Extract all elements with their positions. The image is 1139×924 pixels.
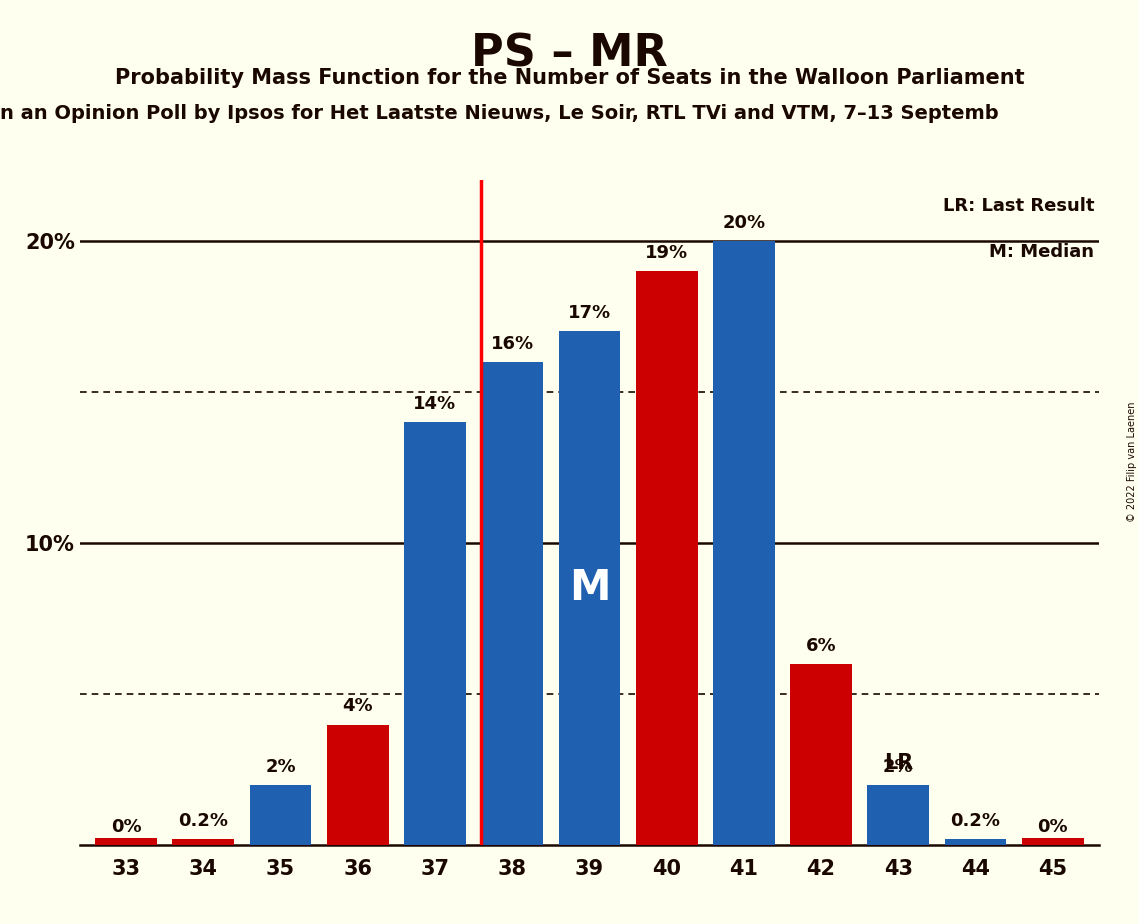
Bar (558, 332, 621, 845)
Bar (868, 785, 929, 845)
Text: 17%: 17% (568, 304, 611, 322)
Text: 0.2%: 0.2% (179, 812, 228, 831)
Text: M: M (568, 567, 611, 610)
Text: 2%: 2% (265, 758, 296, 776)
Text: 0%: 0% (1038, 819, 1068, 836)
Text: 14%: 14% (413, 395, 457, 413)
Text: © 2022 Filip van Laenen: © 2022 Filip van Laenen (1126, 402, 1137, 522)
Text: 6%: 6% (805, 637, 836, 655)
Text: M: Median: M: Median (989, 243, 1095, 261)
Text: 4%: 4% (343, 698, 374, 715)
Bar (1022, 838, 1083, 845)
Text: 19%: 19% (645, 244, 688, 261)
Bar (713, 240, 775, 845)
Bar (249, 785, 311, 845)
Bar (790, 664, 852, 845)
Bar (636, 271, 697, 845)
Text: 0.2%: 0.2% (951, 812, 1000, 831)
Text: 0%: 0% (110, 819, 141, 836)
Text: n an Opinion Poll by Ipsos for Het Laatste Nieuws, Le Soir, RTL TVi and VTM, 7–1: n an Opinion Poll by Ipsos for Het Laats… (0, 104, 999, 124)
Bar (404, 422, 466, 845)
Text: 16%: 16% (491, 334, 534, 353)
Bar (482, 361, 543, 845)
Text: LR: Last Result: LR: Last Result (943, 197, 1095, 214)
Bar (327, 724, 388, 845)
Text: 20%: 20% (722, 213, 765, 232)
Text: LR: LR (884, 753, 913, 772)
Bar (96, 838, 157, 845)
Bar (172, 839, 235, 845)
Text: Probability Mass Function for the Number of Seats in the Walloon Parliament: Probability Mass Function for the Number… (115, 68, 1024, 89)
Text: 2%: 2% (883, 758, 913, 776)
Text: PS – MR: PS – MR (472, 32, 667, 76)
Bar (944, 839, 1007, 845)
